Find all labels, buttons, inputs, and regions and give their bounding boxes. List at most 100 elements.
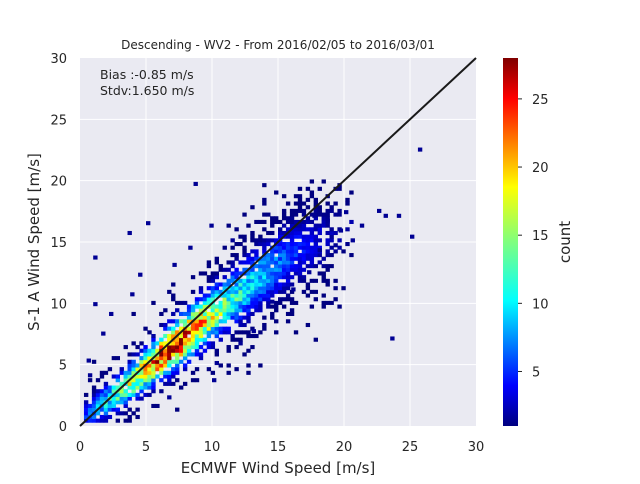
heatmap-cell [103, 389, 109, 394]
heatmap-cell [242, 308, 247, 313]
heatmap-cell [254, 271, 259, 276]
heatmap-cell [143, 348, 148, 353]
heatmap-cell [285, 216, 291, 221]
heatmap-cell [262, 326, 267, 331]
heatmap-cell [238, 308, 243, 313]
heatmap-cell [147, 356, 152, 361]
heatmap-cell [222, 308, 227, 313]
heatmap-cell [238, 315, 243, 320]
heatmap-cell [262, 282, 267, 287]
heatmap-cell [123, 418, 128, 423]
heatmap-cell [301, 253, 307, 258]
heatmap-cell [226, 363, 231, 368]
heatmap-cell [186, 348, 192, 353]
heatmap-cell [333, 249, 338, 254]
heatmap-cell [163, 363, 168, 368]
heatmap-cell [297, 186, 303, 191]
heatmap-cell [313, 253, 318, 258]
outlier-cell [109, 311, 114, 316]
heatmap-cell [179, 326, 184, 331]
heatmap-cell [289, 238, 295, 243]
heatmap-cell [321, 216, 326, 221]
x-axis-ticks: 0 5 10 15 20 25 30 [76, 440, 484, 455]
heatmap-cell [214, 322, 219, 328]
heatmap-cell [182, 367, 188, 372]
outlier-cell [312, 213, 317, 218]
heatmap-cell [234, 256, 239, 261]
heatmap-cell [301, 208, 307, 213]
heatmap-cell [325, 223, 330, 228]
heatmap-cell [99, 396, 105, 401]
heatmap-cell [131, 378, 136, 383]
heatmap-cell [293, 245, 299, 250]
heatmap-cell [293, 300, 299, 305]
heatmap-cell [321, 300, 326, 305]
heatmap-cell [317, 260, 322, 265]
heatmap-cell [285, 319, 291, 324]
heatmap-cell [281, 242, 287, 247]
heatmap-cell [131, 385, 136, 390]
heatmap-cell [293, 227, 299, 232]
heatmap-cell [202, 311, 208, 316]
heatmap-cell [297, 197, 303, 202]
heatmap-cell [91, 414, 97, 420]
heatmap-cell [266, 253, 271, 258]
heatmap-cell [135, 407, 140, 412]
heatmap-cell [127, 352, 132, 357]
heatmap-cell [349, 219, 354, 224]
x-tick-label: 0 [76, 440, 84, 455]
heatmap-cell [131, 367, 136, 372]
heatmap-cell [289, 297, 295, 302]
heatmap-cell [254, 286, 259, 291]
heatmap-cell [107, 389, 113, 394]
heatmap-cell [179, 311, 184, 316]
heatmap-cell [333, 201, 338, 206]
outlier-cell [350, 238, 355, 243]
heatmap-cell [246, 278, 251, 283]
heatmap-cell [313, 234, 318, 239]
heatmap-cell [159, 337, 164, 342]
heatmap-cell [103, 396, 109, 401]
heatmap-cell [270, 282, 275, 287]
heatmap-cell [337, 212, 342, 217]
heatmap-cell [206, 367, 212, 372]
heatmap-cell [103, 403, 109, 408]
heatmap-cell [285, 234, 291, 239]
outlier-cell [230, 238, 235, 243]
heatmap-cell [317, 205, 322, 210]
heatmap-cell [159, 389, 164, 394]
heatmap-cell [274, 245, 279, 250]
heatmap-cell [186, 352, 192, 357]
heatmap-cell [262, 212, 267, 217]
heatmap-cell [278, 227, 283, 232]
heatmap-cell [210, 322, 216, 328]
heatmap-cell [87, 418, 93, 423]
heatmap-cell [194, 300, 200, 305]
heatmap-cell [171, 359, 176, 364]
heatmap-cell [266, 282, 271, 287]
heatmap-cell [246, 370, 251, 375]
heatmap-cell [139, 341, 144, 346]
heatmap-cell [301, 238, 307, 243]
heatmap-cell [218, 300, 223, 305]
heatmap-cell [301, 219, 307, 224]
heatmap-cell [182, 319, 188, 324]
heatmap-cell [182, 337, 188, 342]
heatmap-cell [210, 319, 216, 324]
outlier-cell [251, 329, 256, 334]
heatmap-cell [190, 326, 196, 331]
heatmap-cell [238, 304, 243, 309]
heatmap-cell [246, 297, 251, 302]
heatmap-cell [135, 352, 140, 357]
heatmap-cell [293, 271, 299, 276]
heatmap-cell [270, 289, 275, 294]
heatmap-cell [254, 256, 259, 261]
heatmap-cell [95, 392, 101, 397]
heatmap-cell [147, 352, 152, 357]
x-tick-label: 25 [402, 440, 419, 455]
heatmap-cell [167, 345, 172, 350]
heatmap-cell [139, 389, 144, 394]
outlier-cell [146, 221, 151, 226]
heatmap-cell [147, 363, 152, 368]
heatmap-cell [202, 293, 208, 298]
